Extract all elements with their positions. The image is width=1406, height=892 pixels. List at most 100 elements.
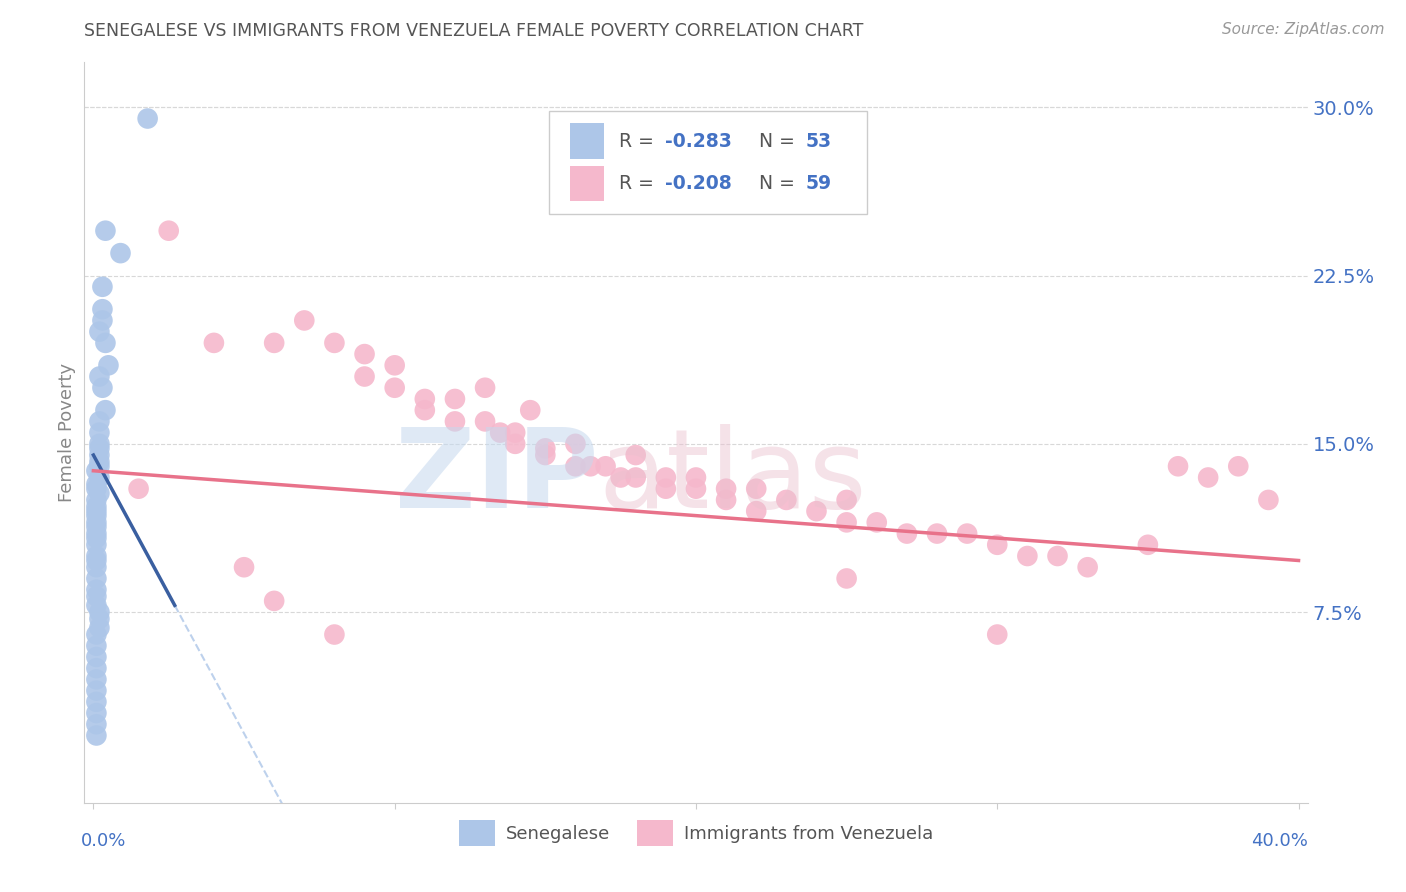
Point: [86, 717, 108, 731]
Point: [866, 516, 889, 530]
Point: [986, 538, 1008, 552]
Point: [624, 470, 647, 484]
Point: [89, 425, 111, 440]
Text: R =: R =: [619, 174, 659, 193]
Text: atlas: atlas: [598, 424, 866, 531]
Point: [89, 621, 111, 635]
Point: [86, 673, 108, 687]
Point: [1227, 459, 1250, 474]
Point: [609, 470, 631, 484]
Y-axis label: Female Poverty: Female Poverty: [58, 363, 76, 502]
Bar: [569, 166, 605, 202]
Text: 59: 59: [806, 174, 832, 193]
Point: [202, 335, 225, 350]
Point: [89, 369, 111, 384]
Bar: [569, 123, 605, 159]
Point: [655, 470, 678, 484]
Point: [86, 526, 108, 541]
Point: [89, 459, 111, 474]
Point: [89, 612, 111, 626]
Point: [1017, 549, 1039, 563]
Point: [94, 335, 117, 350]
Point: [86, 650, 108, 665]
Point: [86, 520, 108, 534]
Point: [489, 425, 512, 440]
Point: [89, 455, 111, 469]
Point: [86, 627, 108, 641]
Point: [1136, 538, 1159, 552]
Point: [89, 605, 111, 619]
Point: [86, 582, 108, 597]
Point: [655, 482, 678, 496]
Point: [292, 313, 315, 327]
Point: [91, 313, 114, 327]
Point: [86, 549, 108, 563]
Point: [86, 661, 108, 675]
Point: [925, 526, 948, 541]
Point: [86, 516, 108, 530]
Point: [86, 553, 108, 567]
Text: -0.283: -0.283: [665, 132, 733, 151]
Point: [775, 492, 797, 507]
Point: [1167, 459, 1189, 474]
Point: [353, 347, 375, 361]
Point: [89, 470, 111, 484]
Point: [86, 538, 108, 552]
Text: 53: 53: [806, 132, 832, 151]
Point: [91, 381, 114, 395]
Point: [714, 492, 737, 507]
Point: [956, 526, 979, 541]
Text: Source: ZipAtlas.com: Source: ZipAtlas.com: [1222, 22, 1385, 37]
Point: [1257, 492, 1279, 507]
Point: [444, 414, 467, 428]
Point: [91, 302, 114, 317]
Point: [89, 448, 111, 462]
Point: [136, 112, 159, 126]
Point: [97, 359, 120, 373]
Point: [685, 470, 707, 484]
Point: [94, 224, 117, 238]
Point: [503, 425, 526, 440]
Point: [86, 590, 108, 604]
Point: [579, 459, 602, 474]
Point: [86, 706, 108, 720]
Point: [474, 381, 496, 395]
Point: [685, 482, 707, 496]
Legend: Senegalese, Immigrants from Venezuela: Senegalese, Immigrants from Venezuela: [451, 813, 941, 853]
Point: [86, 504, 108, 518]
Point: [323, 627, 346, 641]
Point: [89, 486, 111, 500]
Point: [534, 442, 557, 456]
Point: [263, 335, 285, 350]
Point: [86, 599, 108, 613]
Point: [94, 403, 117, 417]
Point: [1197, 470, 1219, 484]
Point: [86, 482, 108, 496]
Point: [86, 492, 108, 507]
Point: [323, 335, 346, 350]
Point: [91, 280, 114, 294]
Point: [595, 459, 617, 474]
Point: [835, 571, 858, 585]
Point: [534, 448, 557, 462]
Point: [89, 437, 111, 451]
Point: [233, 560, 256, 574]
Point: [110, 246, 132, 260]
Point: [86, 639, 108, 653]
Point: [384, 359, 406, 373]
Point: [86, 500, 108, 514]
Point: [503, 437, 526, 451]
Point: [89, 442, 111, 456]
Point: [353, 369, 375, 384]
Point: [89, 414, 111, 428]
Text: -0.208: -0.208: [665, 174, 733, 193]
Text: N =: N =: [748, 174, 801, 193]
Point: [1046, 549, 1069, 563]
Text: N =: N =: [748, 132, 801, 151]
Point: [413, 403, 436, 417]
Text: 0.0%: 0.0%: [80, 832, 127, 850]
Point: [986, 627, 1008, 641]
Point: [86, 571, 108, 585]
Text: ZIP: ZIP: [395, 424, 598, 531]
Text: R =: R =: [619, 132, 659, 151]
